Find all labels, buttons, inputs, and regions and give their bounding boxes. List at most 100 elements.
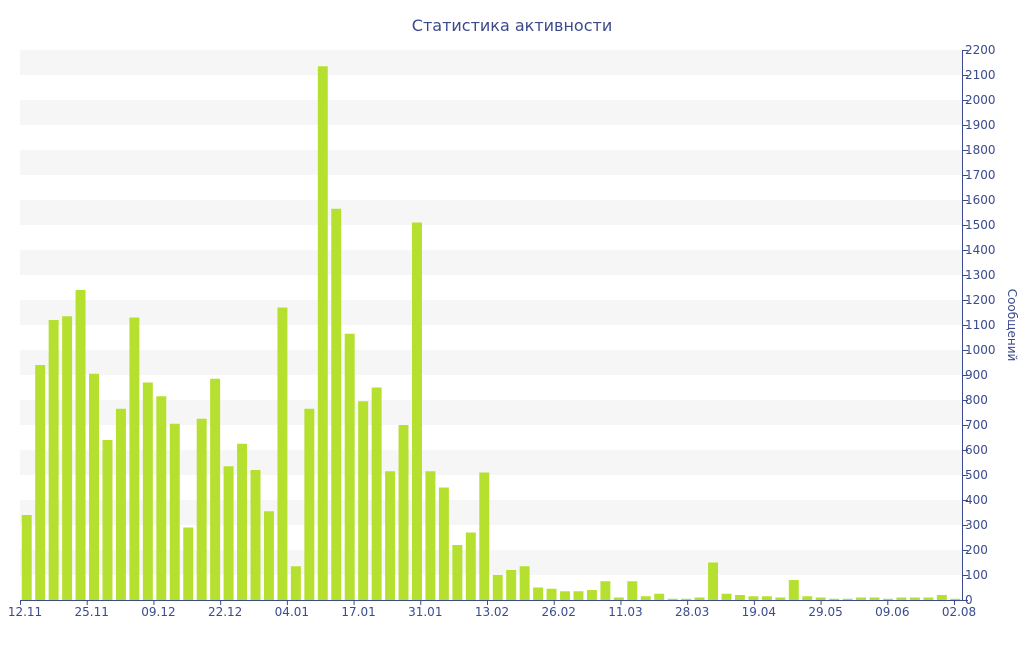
bar — [627, 581, 638, 600]
bar — [412, 222, 422, 600]
bars — [21, 66, 961, 600]
bar — [237, 443, 248, 600]
x-tick-label: 19.04 — [742, 605, 776, 619]
bar — [62, 316, 73, 600]
bar — [425, 471, 436, 600]
bar — [89, 373, 99, 600]
y-tick-label: 2100 — [965, 68, 996, 82]
x-axis-ticks: 12.11 25.11 09.12 22.12 04.01 17.01 31.01 13.02… — [8, 600, 976, 619]
y-tick-label: 1600 — [965, 193, 996, 207]
bar — [788, 580, 799, 600]
bar — [734, 595, 745, 600]
x-tick-label: 02.08 — [942, 605, 976, 619]
bar — [21, 515, 32, 600]
bar — [519, 566, 530, 600]
bar — [75, 290, 86, 600]
y-tick-label: 400 — [965, 493, 988, 507]
bar — [694, 597, 705, 600]
bar — [950, 598, 961, 600]
grid-band — [20, 50, 962, 75]
bar — [667, 598, 678, 600]
y-tick-label: 1400 — [965, 243, 996, 257]
y-tick-label: 1100 — [965, 318, 996, 332]
bar — [829, 598, 840, 600]
bar — [169, 423, 180, 600]
bar — [210, 378, 221, 600]
bar — [183, 527, 194, 600]
bar — [129, 317, 140, 600]
bar — [250, 470, 261, 600]
bar — [290, 566, 301, 600]
y-tick-label: 500 — [965, 468, 988, 482]
bar — [304, 408, 315, 600]
bar — [331, 208, 342, 600]
y-tick-label: 1200 — [965, 293, 996, 307]
y-tick-label: 900 — [965, 368, 988, 382]
bar — [385, 471, 396, 600]
y-tick-label: 100 — [965, 568, 988, 582]
y-tick-label: 0 — [965, 593, 973, 607]
bar — [909, 597, 920, 600]
bar — [465, 532, 476, 600]
x-tick-label: 04.01 — [275, 605, 309, 619]
grid-band — [20, 200, 962, 225]
bar — [35, 365, 46, 600]
x-tick-label: 09.12 — [141, 605, 175, 619]
y-tick-label: 700 — [965, 418, 988, 432]
bar — [223, 466, 234, 600]
y-tick-label: 2000 — [965, 93, 996, 107]
bar — [883, 598, 893, 600]
bar — [869, 597, 880, 600]
bar — [560, 591, 570, 600]
bar — [358, 401, 369, 600]
bar — [438, 487, 449, 600]
bar — [479, 472, 490, 600]
bar — [573, 591, 584, 600]
y-axis-title: Сообщений — [1005, 289, 1019, 362]
bar — [115, 408, 126, 600]
y-tick-label: 1500 — [965, 218, 996, 232]
bar — [923, 597, 934, 600]
grid-band — [20, 350, 962, 375]
bar — [708, 562, 719, 600]
x-tick-label: 12.11 — [8, 605, 42, 619]
bar — [546, 588, 557, 600]
x-tick-label: 11.03 — [608, 605, 642, 619]
bar — [196, 418, 207, 600]
x-tick-label: 29.05 — [808, 605, 842, 619]
bar — [452, 545, 463, 600]
bar — [856, 597, 867, 600]
bar — [533, 587, 544, 600]
y-tick-label: 200 — [965, 543, 988, 557]
bar — [802, 596, 813, 600]
bar — [842, 598, 853, 600]
bar — [815, 597, 826, 600]
grid-band — [20, 250, 962, 275]
bar — [586, 590, 597, 600]
bar — [344, 333, 355, 600]
y-tick-label: 1800 — [965, 143, 996, 157]
grid-band — [20, 150, 962, 175]
bar — [48, 320, 59, 600]
x-tick-label: 25.11 — [75, 605, 109, 619]
y-tick-label: 800 — [965, 393, 988, 407]
y-tick-label: 1900 — [965, 118, 996, 132]
bar — [600, 581, 611, 600]
y-tick-label: 600 — [965, 443, 988, 457]
bar — [654, 593, 665, 600]
x-tick-label: 13.02 — [475, 605, 509, 619]
bar — [371, 387, 382, 600]
bar — [721, 593, 732, 600]
bar — [142, 382, 153, 600]
bar — [102, 440, 113, 600]
bar — [761, 596, 772, 600]
bar — [896, 597, 907, 600]
bar — [613, 597, 624, 600]
grid-band — [20, 300, 962, 325]
bar — [681, 598, 692, 600]
y-tick-label: 2200 — [965, 43, 996, 57]
x-tick-label: 26.02 — [542, 605, 576, 619]
y-tick-label: 1300 — [965, 268, 996, 282]
